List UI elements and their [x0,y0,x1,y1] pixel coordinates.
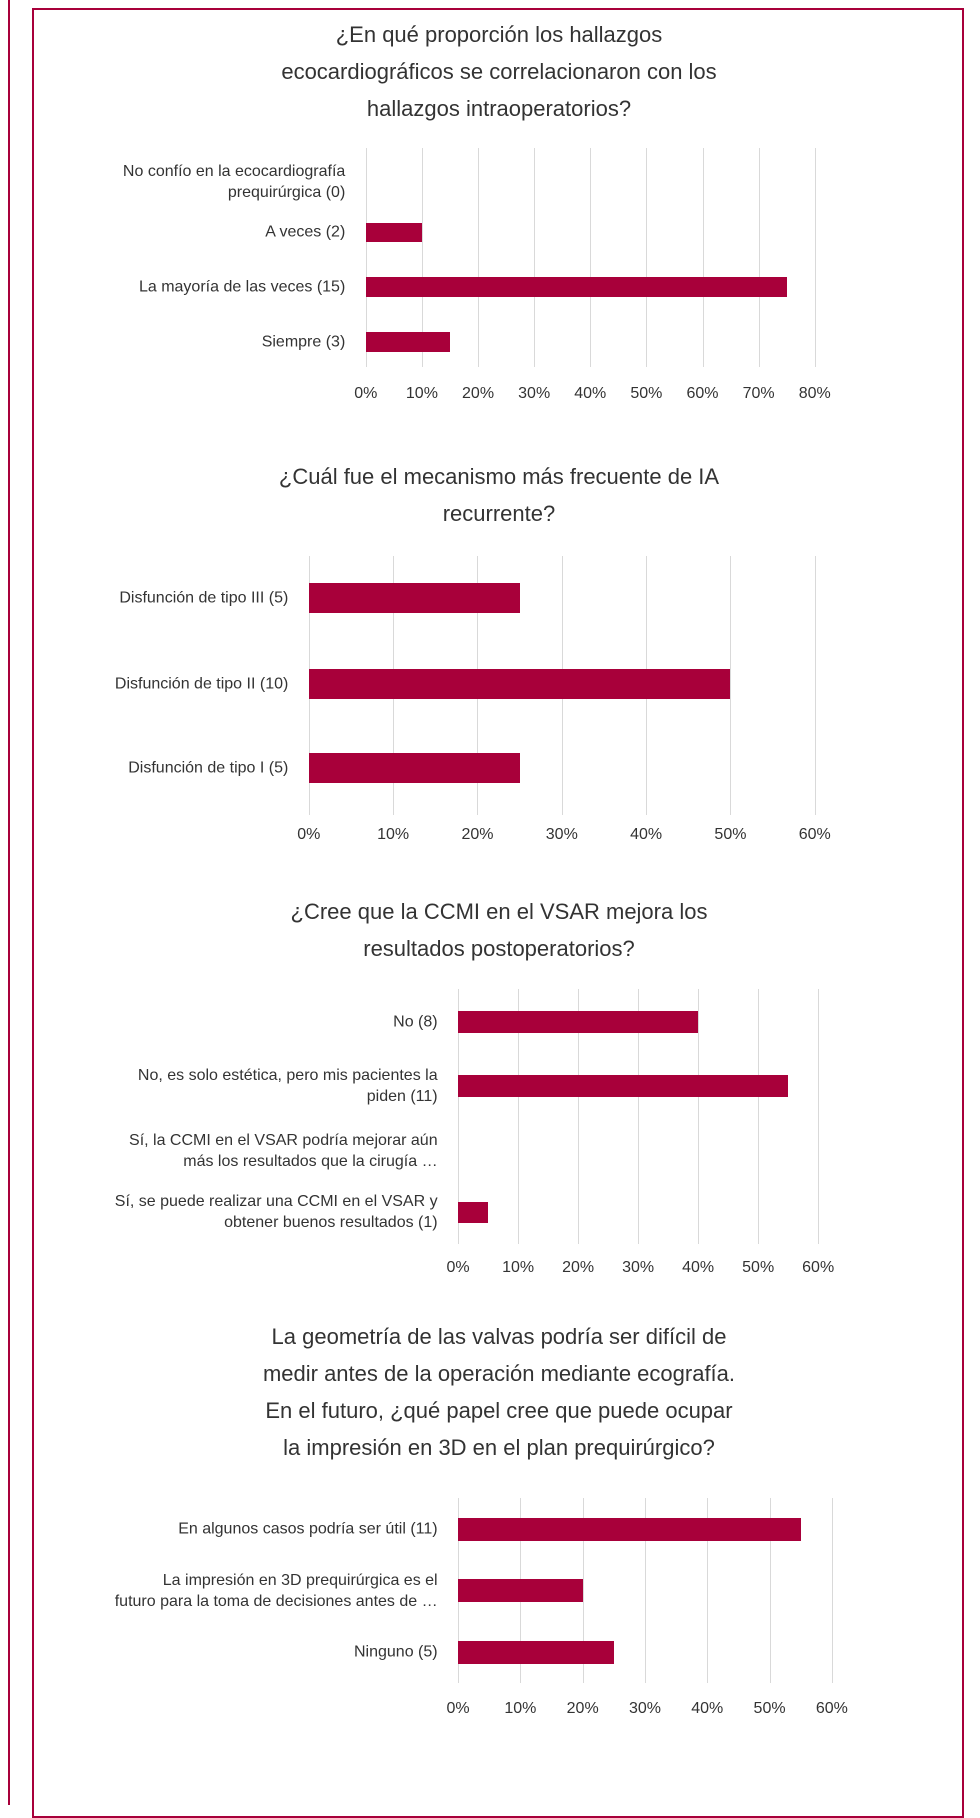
bar [458,1201,489,1224]
x-tick-label: 20% [562,1259,595,1277]
grid-line [421,148,423,367]
bar [458,1011,699,1033]
bar [458,1517,801,1541]
chart-title: ¿Cree que la CCMI en el VSAR mejora los … [290,899,708,962]
category-label: No, es solo estética, pero mis pacientes… [137,1066,438,1105]
grid-line [518,989,520,1245]
grid-line [646,148,648,367]
x-tick-label: 10% [504,1700,537,1718]
category-label: A veces (2) [265,223,346,241]
grid-line [578,989,580,1245]
x-tick-label: 0% [446,1259,470,1277]
chart-title: La geometría de las valvas podría ser di… [262,1324,736,1461]
grid-line [698,989,700,1245]
x-tick-label: 0% [446,1700,470,1718]
grid-line [769,1498,771,1684]
grid-line [478,148,480,367]
x-tick-label: 0% [297,826,321,844]
grid-line [831,1498,833,1684]
x-tick-label: 60% [815,1700,848,1718]
x-tick-label: 30% [545,826,578,844]
category-label: Sí, se puede realizar una CCMI en el VSA… [114,1193,438,1232]
bar [458,1579,583,1603]
x-tick-label: 40% [691,1700,724,1718]
bar [365,332,450,352]
grid-line [702,148,704,367]
category-label: Siempre (3) [261,333,346,351]
grid-line [590,148,592,367]
category-label: Disfunción de tipo III (5) [119,589,289,607]
category-label: No (8) [393,1013,438,1031]
x-tick-label: 40% [682,1259,715,1277]
x-tick-label: 20% [566,1700,599,1718]
bar [365,222,422,243]
x-tick-label: 10% [405,385,438,403]
grid-line [707,1498,709,1684]
category-label: La impresión en 3D prequirúrgica es el f… [114,1571,438,1610]
grid-line [534,148,536,367]
x-tick-label: 20% [461,826,494,844]
bar [458,1075,789,1097]
x-tick-label: 50% [742,1259,775,1277]
x-tick-label: 80% [798,385,831,403]
x-tick-label: 60% [686,385,719,403]
category-label: No confío en la ecocardiografía prequirú… [122,163,346,202]
x-tick-label: 50% [714,826,747,844]
bar [308,668,731,699]
x-tick-label: 70% [742,385,775,403]
category-label: Sí, la CCMI en el VSAR podría mejorar aú… [129,1131,438,1170]
bar [458,1640,614,1664]
category-label: Disfunción de tipo I (5) [128,759,289,777]
grid-line [582,1498,584,1684]
left-rule [8,0,10,1805]
chart-title: ¿Cuál fue el mecanismo más frecuente de … [278,464,720,527]
x-tick-label: 30% [628,1700,661,1718]
grid-line [644,1498,646,1684]
chart-title: ¿En qué proporción los hallazgos ecocard… [281,21,717,121]
x-tick-label: 30% [518,385,551,403]
category-label: Ninguno (5) [353,1643,438,1661]
grid-line [638,989,640,1245]
category-label: Disfunción de tipo II (10) [114,675,289,693]
x-tick-label: 40% [574,385,607,403]
grid-line [814,556,816,815]
bar [308,753,520,783]
bar [308,583,520,614]
x-tick-label: 60% [802,1259,835,1277]
grid-line [814,148,816,367]
grid-line [758,148,760,367]
x-tick-label: 10% [502,1259,535,1277]
grid-line [758,989,760,1245]
grid-line [458,989,460,1245]
x-tick-label: 60% [798,826,831,844]
x-tick-label: 0% [354,385,378,403]
bar [365,277,787,297]
x-tick-label: 20% [462,385,495,403]
x-tick-label: 40% [630,826,663,844]
x-tick-label: 50% [630,385,663,403]
x-tick-label: 30% [622,1259,655,1277]
grid-line [365,148,367,367]
category-label: La mayoría de las veces (15) [138,278,346,296]
x-tick-label: 50% [753,1700,786,1718]
x-tick-label: 10% [377,826,410,844]
category-label: En algunos casos podría ser útil (11) [178,1520,438,1538]
grid-line [818,989,820,1245]
grid-line [730,556,732,815]
